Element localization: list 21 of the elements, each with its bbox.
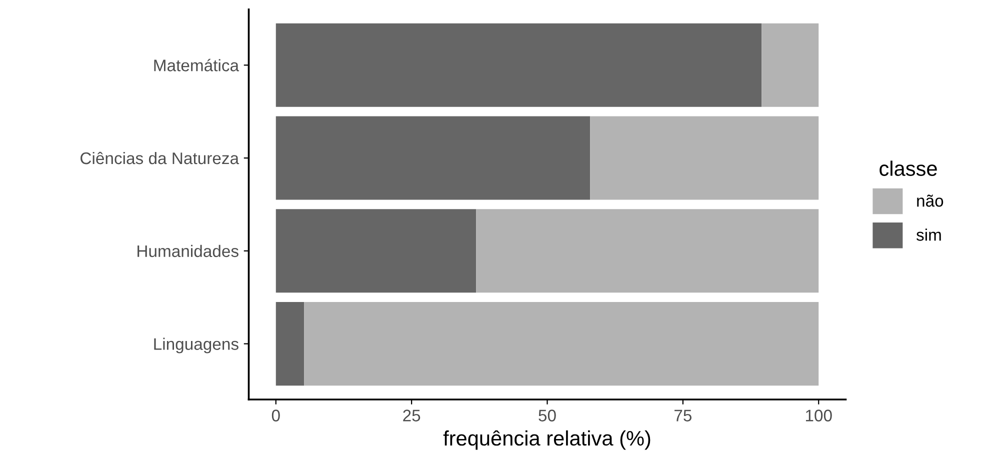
legend-label: sim [916,228,941,241]
bar [476,209,819,293]
x-axis-title: frequência relativa (%) [443,430,650,450]
bar [276,23,762,107]
y-tick-label: Matemática [154,58,240,72]
x-tick-label: 50 [538,410,556,422]
y-tick-label: Humanidades [138,244,238,258]
bar [276,302,304,386]
bar [762,23,819,107]
x-tick-label: 100 [806,410,832,422]
bar [276,116,590,200]
bar [276,209,476,293]
x-tick-label: 75 [674,410,692,422]
x-tick-label: 0 [272,410,280,422]
y-tick-label: Ciências da Natureza [80,152,240,164]
x-tick-label: 25 [403,410,420,422]
y-tick-label: Linguagens [154,338,238,354]
bar [590,116,819,200]
legend-title: classe [880,160,937,176]
legend-label: não [917,194,944,207]
bar [304,302,819,386]
